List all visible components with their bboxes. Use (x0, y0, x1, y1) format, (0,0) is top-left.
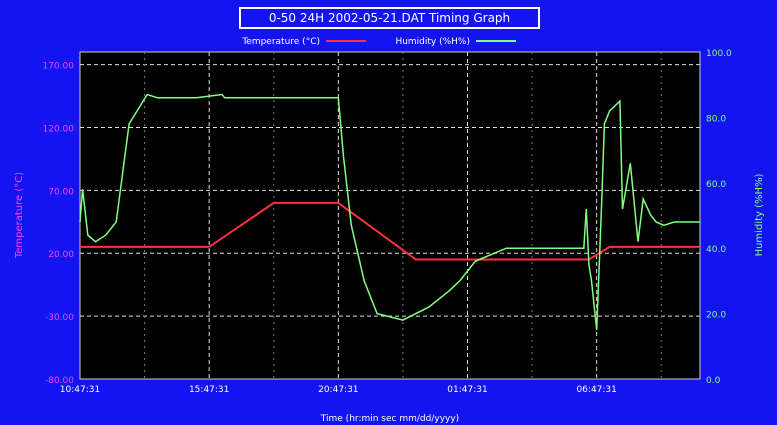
series-line-temperature (80, 201, 700, 261)
y-axis-left-label: Temperature (°C) (14, 172, 25, 259)
y-right-tick-label: 80.0 (706, 114, 726, 124)
x-tick-label: 01:47:31 (447, 385, 487, 395)
y-left-tick-label: -80.00 (45, 376, 74, 386)
y-axis-right-label: Humidity (%H%) (754, 173, 765, 256)
y-right-tick-label: 60.0 (706, 180, 726, 190)
axis-labels: 170.00 120.00 70.00 20.00 -30.00 -80.00 100.0 8… (43, 49, 733, 395)
y-right-tick-label: 100.0 (706, 49, 732, 59)
x-axis-label: Time (hr:min sec mm/dd/yyyy) (320, 414, 459, 424)
y-left-tick-label: 170.00 (43, 62, 75, 72)
chart-title: 0-50 24H 2002-05-21.DAT Timing Graph (239, 7, 540, 29)
plot-area (79, 51, 701, 380)
legend-label: Humidity (%H%) (395, 37, 470, 47)
x-tick-label: 10:47:31 (60, 385, 100, 395)
x-tick-label: 20:47:31 (318, 385, 358, 395)
y-left-tick-label: -30.00 (45, 313, 74, 323)
y-right-tick-label: 0.0 (706, 376, 721, 386)
legend-label: Temperature (°C) (241, 37, 320, 47)
y-left-tick-label: 20.00 (48, 250, 74, 260)
y-right-tick-label: 40.0 (706, 245, 726, 255)
y-right-tick-label: 20.0 (706, 311, 726, 321)
x-tick-label: 15:47:31 (189, 385, 229, 395)
y-left-tick-label: 70.00 (48, 187, 74, 197)
y-left-tick-label: 120.00 (43, 124, 75, 134)
x-tick-label: 06:47:31 (576, 385, 616, 395)
series-line-humidity (79, 93, 700, 330)
legend: Temperature (°C) Humidity (%H%) (241, 37, 516, 47)
series-layer (79, 93, 700, 330)
